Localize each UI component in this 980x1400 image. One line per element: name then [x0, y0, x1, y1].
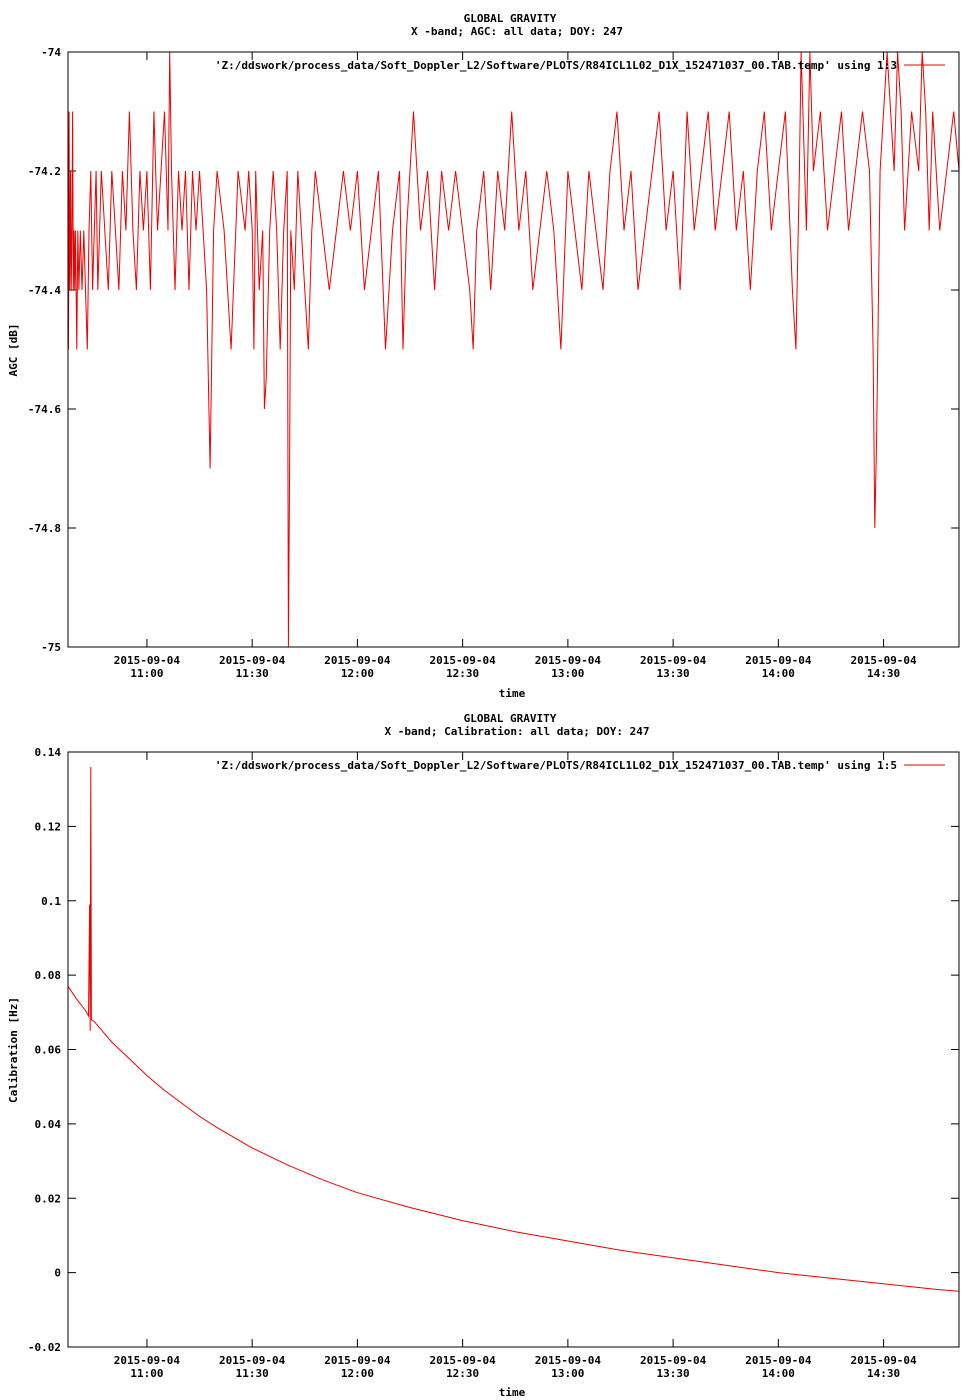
tick-layer: -74-74.2-74.4-74.6-74.8-752015-09-0411:0… — [28, 46, 959, 680]
legend: 'Z:/ddswork/process_data/Soft_Doppler_L2… — [215, 759, 945, 772]
y-tick-label: -74.2 — [28, 165, 61, 178]
x-tick-date-label: 2015-09-04 — [850, 1354, 917, 1367]
x-tick-date-label: 2015-09-04 — [430, 1354, 497, 1367]
calibration-panel: GLOBAL GRAVITY X -band; Calibration: all… — [7, 712, 960, 1399]
x-tick-time-label: 13:30 — [657, 1367, 690, 1380]
x-tick-time-label: 12:30 — [446, 1367, 479, 1380]
chart-title: GLOBAL GRAVITY — [464, 12, 557, 25]
x-tick-date-label: 2015-09-04 — [745, 654, 812, 667]
x-tick-date-label: 2015-09-04 — [640, 654, 707, 667]
chart-subtitle: X -band; Calibration: all data; DOY: 247 — [385, 725, 650, 738]
series-line — [67, 51, 960, 648]
x-tick-date-label: 2015-09-04 — [535, 1354, 602, 1367]
chart-title: GLOBAL GRAVITY — [464, 712, 557, 725]
y-tick-label: 0.12 — [35, 820, 62, 833]
x-tick-time-label: 11:30 — [236, 1367, 269, 1380]
tick-layer: 0.14 0.12 0.1 0.08 0.06 0.04 0.02 0 -0.02 2015-09… — [28, 746, 959, 1380]
x-tick-date-label: 2015-09-04 — [535, 654, 602, 667]
x-tick-time-label: 12:30 — [446, 667, 479, 680]
y-tick-label: -75 — [41, 641, 61, 654]
x-tick-date-label: 2015-09-04 — [324, 654, 391, 667]
x-axis-label: time — [499, 1386, 526, 1399]
legend-label: 'Z:/ddswork/process_data/Soft_Doppler_L2… — [215, 59, 897, 72]
x-tick-date-label: 2015-09-04 — [114, 1354, 181, 1367]
x-tick-time-label: 11:00 — [130, 1367, 163, 1380]
x-tick-date-label: 2015-09-04 — [640, 1354, 707, 1367]
x-tick-time-label: 14:30 — [867, 1367, 900, 1380]
x-tick-time-label: 13:30 — [657, 667, 690, 680]
y-tick-label: -0.02 — [28, 1341, 61, 1354]
y-axis-label: AGC [dB] — [7, 324, 20, 377]
chart-subtitle: X -band; AGC: all data; DOY: 247 — [411, 25, 623, 38]
x-tick-time-label: 14:30 — [867, 667, 900, 680]
y-tick-label: 0.06 — [35, 1044, 62, 1057]
legend: 'Z:/ddswork/process_data/Soft_Doppler_L2… — [215, 59, 945, 72]
x-tick-time-label: 13:00 — [551, 667, 584, 680]
y-tick-label: -74 — [41, 46, 61, 59]
y-tick-label: -74.8 — [28, 522, 61, 535]
series-layer — [67, 766, 960, 1292]
x-tick-time-label: 14:00 — [762, 667, 795, 680]
x-tick-time-label: 12:00 — [341, 1367, 374, 1380]
x-tick-date-label: 2015-09-04 — [430, 654, 497, 667]
x-tick-time-label: 12:00 — [341, 667, 374, 680]
plot-frame — [67, 51, 960, 648]
x-axis-label: time — [499, 687, 526, 700]
y-tick-label: -74.6 — [28, 403, 61, 416]
x-tick-time-label: 14:00 — [762, 1367, 795, 1380]
x-tick-date-label: 2015-09-04 — [114, 654, 181, 667]
x-tick-date-label: 2015-09-04 — [219, 1354, 286, 1367]
x-tick-date-label: 2015-09-04 — [850, 654, 917, 667]
plot-frame — [67, 751, 960, 1348]
y-tick-label: -74.4 — [28, 284, 61, 297]
x-tick-time-label: 13:00 — [551, 1367, 584, 1380]
y-tick-label: 0.04 — [35, 1118, 62, 1131]
y-tick-label: 0.1 — [41, 895, 61, 908]
legend-label: 'Z:/ddswork/process_data/Soft_Doppler_L2… — [215, 759, 897, 772]
y-tick-label: 0 — [54, 1267, 61, 1280]
y-axis-label: Calibration [Hz] — [7, 997, 20, 1103]
x-tick-date-label: 2015-09-04 — [324, 1354, 391, 1367]
y-tick-label: 0.02 — [35, 1192, 62, 1205]
y-tick-label: 0.14 — [35, 746, 62, 759]
series-layer — [67, 51, 960, 648]
x-tick-time-label: 11:00 — [130, 667, 163, 680]
x-tick-date-label: 2015-09-04 — [219, 654, 286, 667]
agc-panel: GLOBAL GRAVITY X -band; AGC: all data; D… — [7, 12, 960, 700]
x-tick-time-label: 11:30 — [236, 667, 269, 680]
x-tick-date-label: 2015-09-04 — [745, 1354, 812, 1367]
y-tick-label: 0.08 — [35, 969, 62, 982]
series-line — [67, 766, 960, 1292]
